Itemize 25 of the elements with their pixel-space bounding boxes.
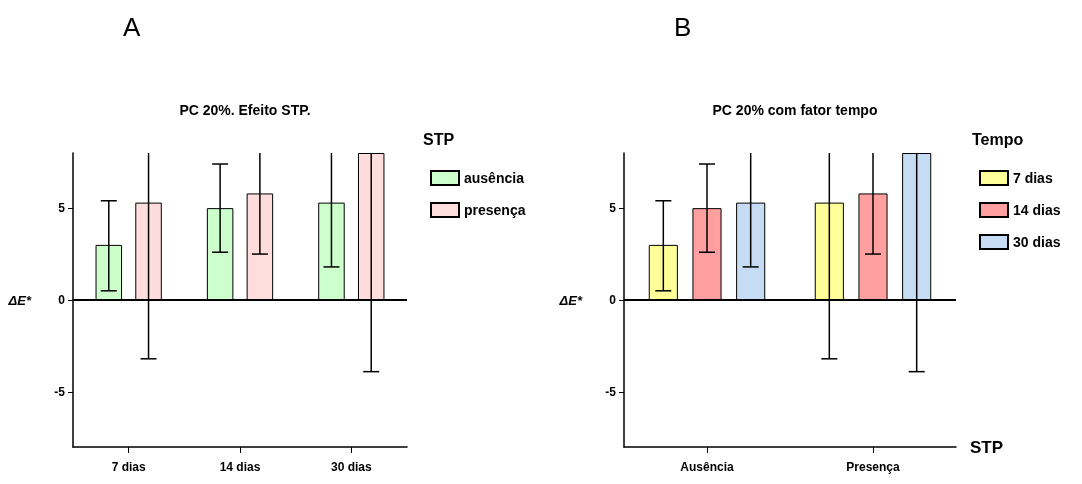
y-tick-label: 0 [609, 293, 617, 307]
legend-title: STP [423, 130, 455, 148]
y-tick-label: 0 [58, 293, 66, 307]
y-axis-title: ΔE* [558, 292, 583, 308]
text: B [674, 12, 692, 42]
x-tick-label: Ausência [680, 460, 734, 474]
x-tick-label: Presença [846, 460, 901, 474]
legend-title: Tempo [972, 130, 1024, 148]
y-axis-title: ΔE* [7, 292, 32, 308]
y-tick-label: 5 [58, 201, 66, 216]
y-tick-label: -5 [54, 384, 66, 399]
x-tick-label: 30 dias [330, 460, 372, 474]
legend-label: 7 dias [1013, 170, 1053, 186]
text: A [123, 12, 141, 42]
y-tick-label: 5 [609, 201, 617, 216]
legend-label: 30 dias [1013, 234, 1061, 250]
x-axis-title: STP [970, 437, 1004, 457]
legend-label: ausência [464, 170, 525, 186]
chart-title: PC 20%. Efeito STP. [179, 102, 311, 118]
legend-label: 14 dias [1013, 202, 1061, 218]
x-tick-label: 14 dias [219, 460, 261, 474]
chart-title: PC 20% com fator tempo [712, 102, 878, 118]
y-tick-label: -5 [605, 384, 617, 399]
x-tick-label: 7 dias [111, 460, 146, 474]
legend-label: presença [464, 202, 526, 218]
